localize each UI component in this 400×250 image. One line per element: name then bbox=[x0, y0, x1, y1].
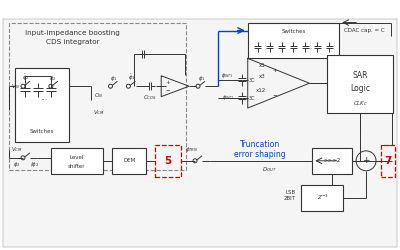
Text: /$\phi_2$: /$\phi_2$ bbox=[30, 160, 40, 169]
Text: $D_{OUT}$: $D_{OUT}$ bbox=[262, 165, 277, 174]
Text: $V_{CM}$: $V_{CM}$ bbox=[11, 146, 23, 154]
Text: Level: Level bbox=[70, 155, 84, 160]
Text: $V_{IN}$: $V_{IN}$ bbox=[11, 82, 21, 91]
Text: $\bar{\phi}_1$: $\bar{\phi}_1$ bbox=[128, 73, 135, 83]
Text: $CLK_C$: $CLK_C$ bbox=[352, 99, 368, 108]
Text: LSB
2BIT: LSB 2BIT bbox=[284, 190, 296, 201]
Text: 3C: 3C bbox=[248, 96, 255, 101]
Text: $\phi_2$: $\phi_2$ bbox=[13, 160, 21, 169]
Text: x12: x12 bbox=[256, 88, 266, 93]
Bar bbox=[112, 148, 146, 174]
Text: error shaping: error shaping bbox=[234, 150, 286, 159]
Bar bbox=[302, 185, 343, 210]
Text: Switches: Switches bbox=[281, 29, 306, 34]
Text: +: + bbox=[165, 80, 170, 85]
Text: $C_{IN}$: $C_{IN}$ bbox=[94, 91, 104, 100]
Text: $\phi_{INT2}$: $\phi_{INT2}$ bbox=[222, 93, 234, 102]
Text: $Z^{-1}$: $Z^{-1}$ bbox=[316, 193, 328, 202]
Text: 5: 5 bbox=[164, 156, 172, 166]
Text: x1: x1 bbox=[259, 63, 266, 68]
Text: CDAC cap. = C: CDAC cap. = C bbox=[344, 28, 385, 33]
Text: $\phi_1$: $\phi_1$ bbox=[110, 74, 117, 83]
Text: Truncation: Truncation bbox=[240, 140, 280, 149]
Text: >>>2: >>>2 bbox=[324, 158, 341, 163]
Bar bbox=[312, 148, 352, 174]
Text: $\phi_2$: $\phi_2$ bbox=[49, 74, 56, 83]
Text: $V_{CM}$: $V_{CM}$ bbox=[93, 108, 104, 116]
Text: CDS integrator: CDS integrator bbox=[46, 40, 100, 46]
Bar bbox=[51, 148, 102, 174]
Bar bbox=[327, 56, 393, 113]
Bar bbox=[9, 22, 186, 170]
Text: −: − bbox=[165, 88, 170, 92]
Text: x3: x3 bbox=[259, 74, 266, 79]
Text: $\phi_{TRN}$: $\phi_{TRN}$ bbox=[185, 145, 199, 154]
Text: DEM: DEM bbox=[123, 158, 136, 163]
Text: 7: 7 bbox=[384, 156, 392, 166]
Text: ...: ... bbox=[40, 93, 48, 102]
Bar bbox=[381, 145, 395, 177]
Text: $\bar{\phi}_2$: $\bar{\phi}_2$ bbox=[22, 73, 30, 83]
Bar bbox=[155, 145, 181, 177]
Text: $\phi_1$: $\phi_1$ bbox=[198, 74, 206, 83]
Bar bbox=[248, 22, 339, 58]
Text: $\phi_{INT1}$: $\phi_{INT1}$ bbox=[222, 71, 234, 80]
Text: 3C: 3C bbox=[248, 78, 255, 83]
Text: +: + bbox=[272, 68, 277, 73]
Text: ...: ... bbox=[306, 45, 312, 50]
Text: +: + bbox=[362, 156, 370, 165]
Text: Logic: Logic bbox=[350, 84, 370, 93]
Text: $C_{CDS}$: $C_{CDS}$ bbox=[143, 93, 157, 102]
Bar bbox=[15, 68, 69, 142]
Text: Input-impedance boosting: Input-impedance boosting bbox=[25, 30, 120, 36]
Text: −: − bbox=[272, 93, 277, 98]
Text: shifter: shifter bbox=[68, 164, 86, 169]
Text: SAR: SAR bbox=[352, 71, 368, 80]
Text: Switches: Switches bbox=[30, 130, 54, 134]
